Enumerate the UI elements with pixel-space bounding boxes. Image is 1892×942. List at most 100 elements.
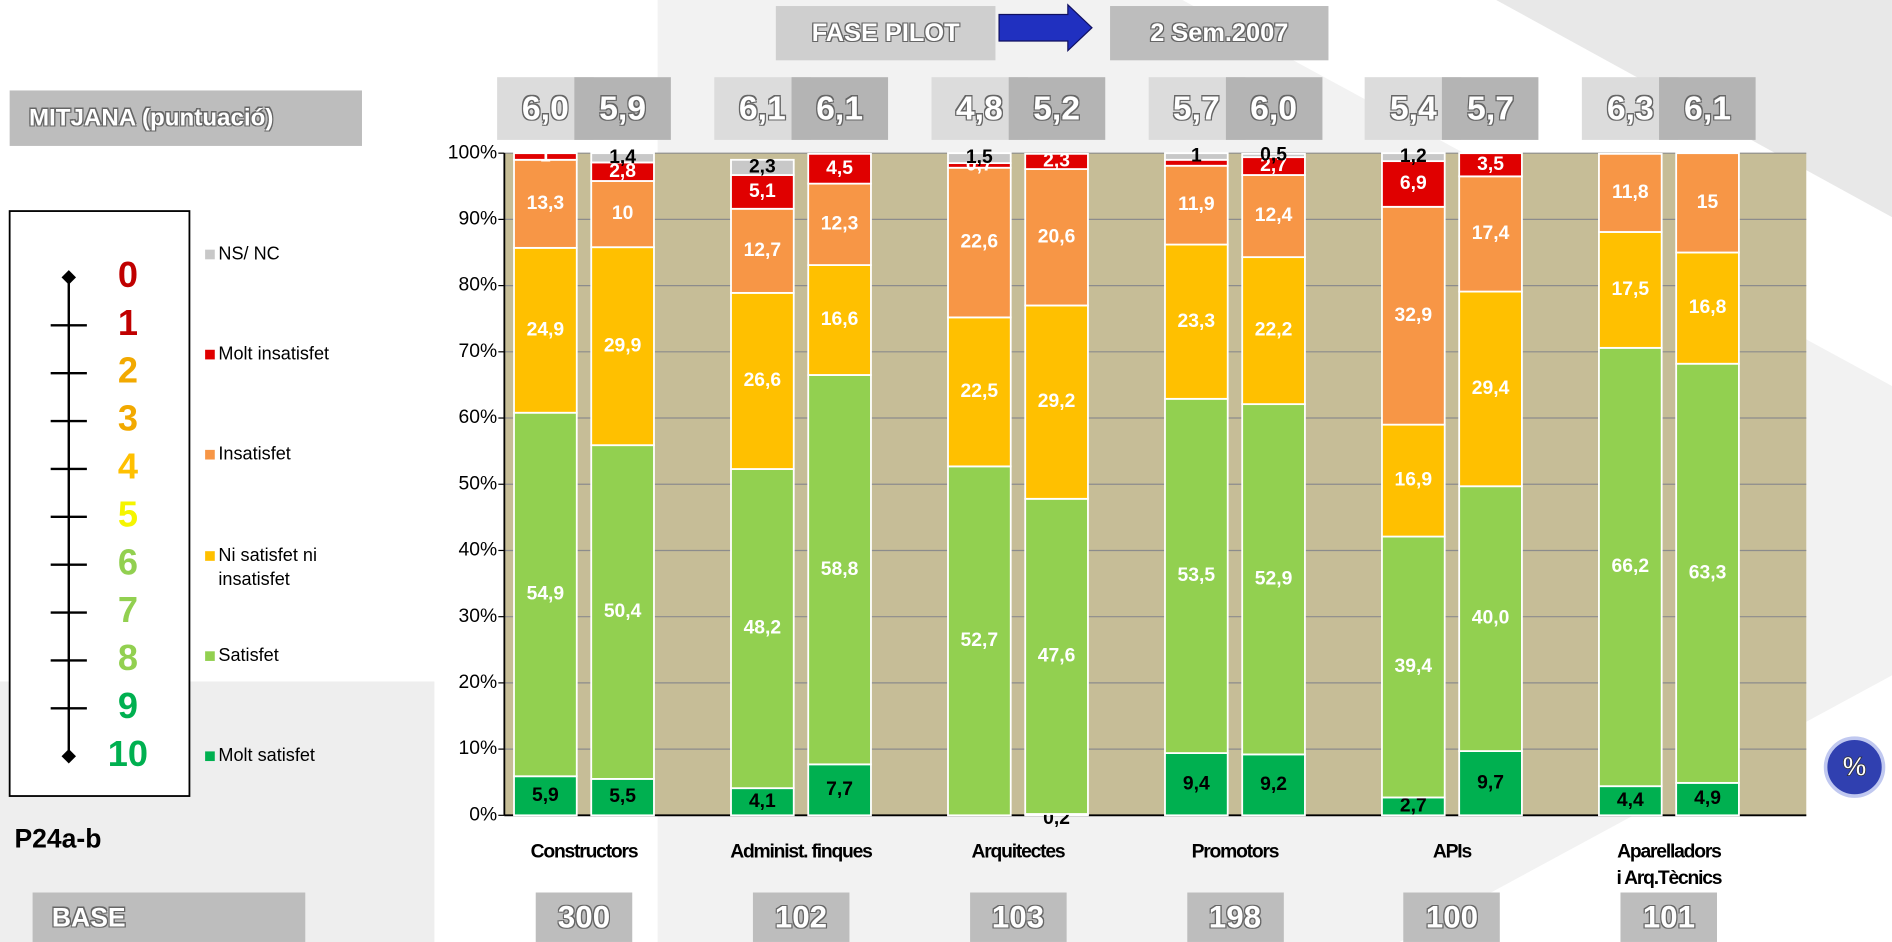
scale-label: 3 bbox=[118, 398, 138, 439]
bar-segment bbox=[1598, 346, 1663, 788]
bar-segment bbox=[1381, 160, 1446, 208]
bar-segment bbox=[590, 152, 655, 164]
data-label: 23,3 bbox=[1178, 311, 1216, 332]
scale-label: 10 bbox=[108, 733, 148, 774]
bar-segment bbox=[1024, 168, 1089, 307]
data-label: 29,9 bbox=[604, 335, 642, 356]
bar-segment bbox=[947, 316, 1012, 468]
bar-segment bbox=[1381, 535, 1446, 799]
data-label: 66,2 bbox=[1612, 556, 1650, 577]
bar-segment bbox=[513, 246, 578, 414]
scale-label: 7 bbox=[118, 589, 138, 630]
legend-label: Molt insatisfet bbox=[218, 343, 330, 365]
data-label: 22,2 bbox=[1255, 320, 1293, 341]
data-label: 29,4 bbox=[1472, 378, 1510, 399]
mean-box: 5,7 bbox=[1442, 77, 1539, 140]
data-label: 2,7 bbox=[1400, 795, 1427, 816]
bar-segment bbox=[1598, 231, 1663, 349]
base-box: 103 bbox=[969, 892, 1067, 942]
mean-box: 6,1 bbox=[791, 77, 888, 140]
data-label: 5,1 bbox=[749, 181, 776, 202]
bar-segment bbox=[590, 180, 655, 249]
scale-end bbox=[61, 270, 77, 285]
data-label: 22,6 bbox=[961, 232, 999, 253]
bar-segment bbox=[1164, 243, 1229, 400]
bar-segment bbox=[1024, 304, 1089, 500]
bar-segment bbox=[590, 246, 655, 447]
data-label: 47,6 bbox=[1038, 646, 1076, 667]
x-tick-label: Arquitectes bbox=[971, 841, 1065, 863]
scale-label: 6 bbox=[118, 541, 138, 582]
y-tick-label: 20% bbox=[458, 672, 497, 693]
bar-segment bbox=[1024, 497, 1089, 815]
base-box: 102 bbox=[752, 892, 850, 942]
scale-label: 4 bbox=[118, 445, 138, 486]
bar-segment bbox=[1458, 290, 1523, 488]
y-tick-label: 50% bbox=[458, 473, 497, 494]
legend-swatch bbox=[205, 651, 215, 661]
bar-segment bbox=[513, 152, 578, 161]
bar-segment bbox=[807, 152, 872, 185]
legend-swatch bbox=[205, 449, 215, 460]
data-label: 10 bbox=[612, 203, 633, 224]
legend-label: NS/ NC bbox=[218, 243, 280, 265]
bar-segment bbox=[1458, 175, 1523, 293]
bar-segment bbox=[1241, 152, 1306, 159]
bar-segment bbox=[1598, 152, 1663, 233]
data-label: 9,7 bbox=[1477, 772, 1504, 793]
bar-segment bbox=[1241, 403, 1306, 756]
y-tick-label: 0% bbox=[469, 804, 497, 825]
bar-segment bbox=[1024, 152, 1089, 170]
x-tick-label: Administ. finques bbox=[730, 841, 873, 863]
data-label: 0,5 bbox=[1260, 145, 1287, 166]
data-label: 4,5 bbox=[826, 158, 853, 179]
legend-label: Molt satisfet bbox=[218, 745, 315, 766]
data-label: 11,8 bbox=[1612, 182, 1649, 203]
data-label: 4,9 bbox=[1694, 788, 1721, 809]
data-label: 20,6 bbox=[1038, 226, 1076, 247]
y-tick-label: 60% bbox=[458, 407, 497, 428]
question-id: P24a-b bbox=[14, 824, 101, 854]
data-label: 1 bbox=[1191, 146, 1202, 167]
scale-label: 5 bbox=[118, 493, 138, 534]
bar-segment bbox=[1241, 174, 1306, 259]
legend-label: Ni satisfet ni insatisfet bbox=[218, 545, 317, 590]
mean-box: 5,2 bbox=[1008, 77, 1105, 140]
period-box: FASE PILOT bbox=[775, 6, 996, 61]
data-label: 2,3 bbox=[749, 157, 776, 178]
bar-segment bbox=[730, 158, 795, 176]
scale-label: 1 bbox=[118, 302, 138, 343]
bar-segment bbox=[807, 264, 872, 376]
y-tick-label: 70% bbox=[458, 341, 497, 362]
data-label: 4,1 bbox=[749, 791, 776, 812]
data-label: 3,5 bbox=[1477, 154, 1504, 175]
bar-segment bbox=[1458, 485, 1523, 752]
data-label: 26,6 bbox=[744, 370, 782, 391]
bar-segment bbox=[1241, 256, 1306, 406]
mean-box: 6,0 bbox=[1225, 77, 1322, 140]
data-label: 58,8 bbox=[821, 559, 859, 580]
data-label: 39,4 bbox=[1395, 656, 1433, 677]
mean-box: 5,9 bbox=[574, 77, 671, 140]
data-label: 32,9 bbox=[1395, 305, 1433, 326]
data-label: 24,9 bbox=[527, 319, 565, 340]
bar-segment bbox=[1458, 152, 1523, 178]
bar-segment bbox=[1675, 781, 1740, 817]
data-label: 9,2 bbox=[1260, 774, 1287, 795]
bar-segment bbox=[947, 166, 1012, 319]
bar-segment bbox=[1675, 362, 1740, 784]
bar-segment bbox=[730, 787, 795, 817]
y-tick-label: 100% bbox=[448, 142, 497, 163]
scale-label: 0 bbox=[118, 254, 138, 295]
legend-swatch bbox=[205, 249, 215, 260]
legend-label: Satisfet bbox=[218, 645, 279, 666]
data-label: 6,9 bbox=[1400, 173, 1427, 194]
data-label: 2,3 bbox=[1043, 151, 1070, 172]
data-label: 63,3 bbox=[1689, 562, 1727, 583]
scale-label: 9 bbox=[118, 685, 138, 726]
data-label: 16,8 bbox=[1689, 297, 1727, 318]
data-label: 12,4 bbox=[1255, 205, 1293, 226]
bar-segment bbox=[1164, 164, 1229, 246]
unit-badge bbox=[1823, 736, 1886, 798]
